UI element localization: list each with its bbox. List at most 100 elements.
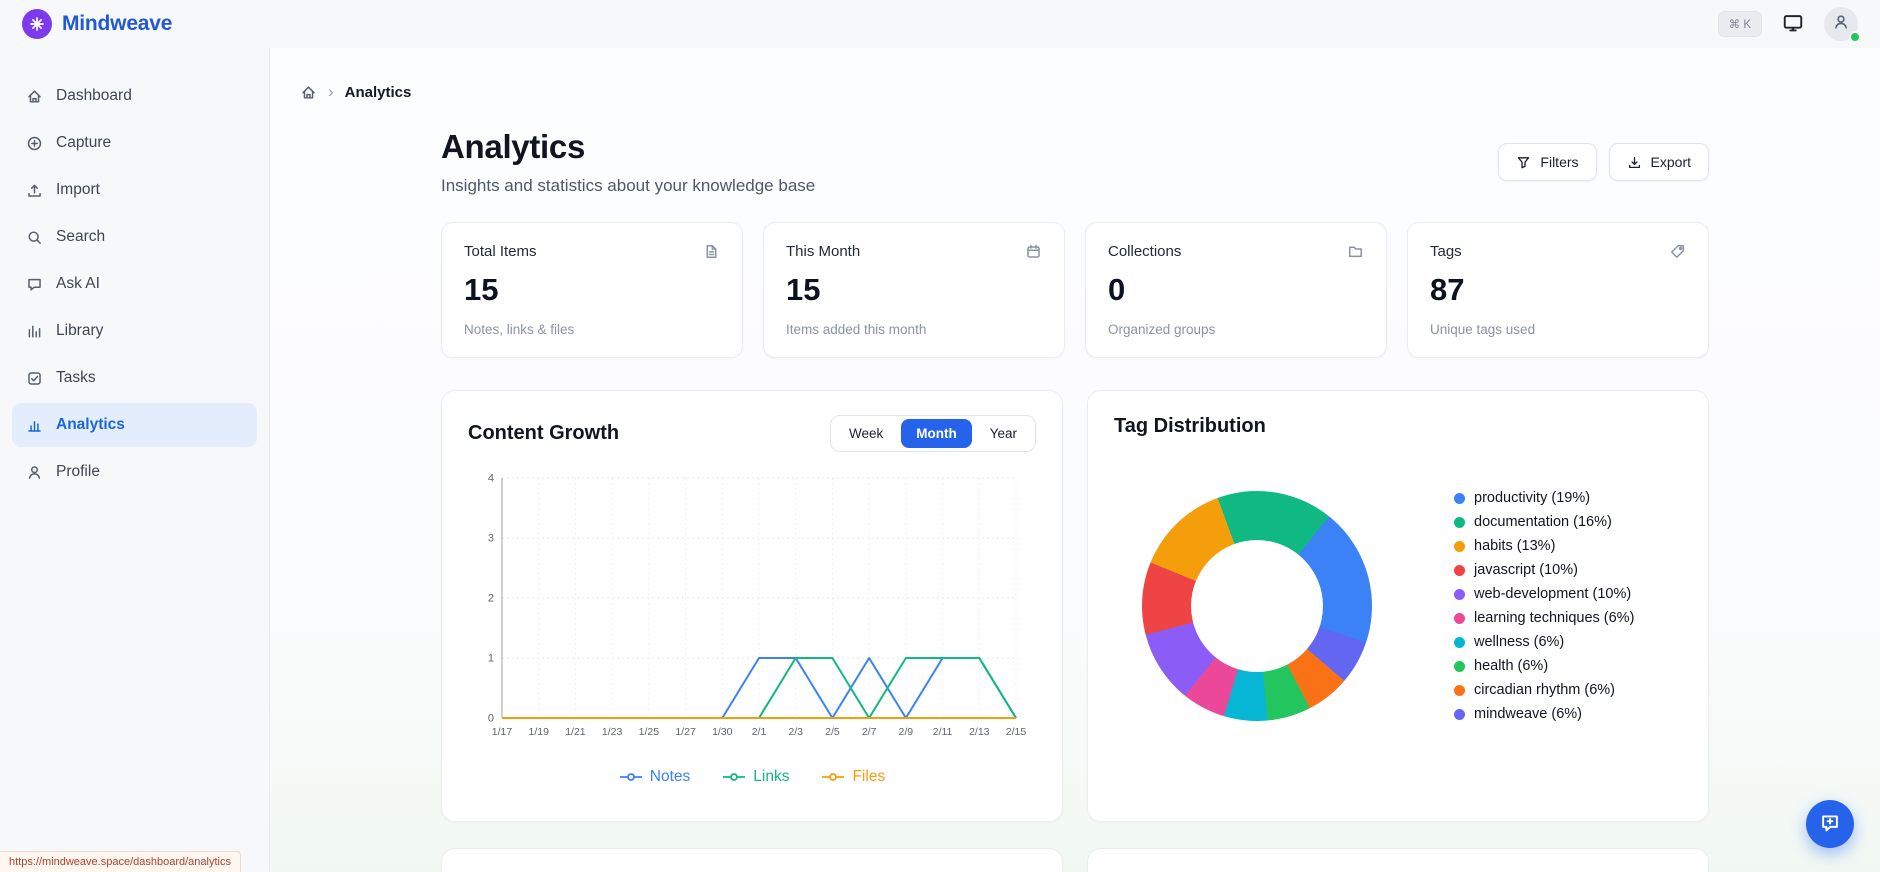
svg-text:2/7: 2/7 <box>862 726 877 738</box>
svg-text:1/19: 1/19 <box>528 726 549 738</box>
filters-label: Filters <box>1540 154 1579 170</box>
stat-card-total-items: Total Items 15 Notes, links & files <box>441 222 743 358</box>
page-header: Analytics Insights and statistics about … <box>441 128 1709 196</box>
sidebar-item-label: Tasks <box>56 369 96 386</box>
chat-fab-button[interactable] <box>1806 800 1854 848</box>
tag-legend-javascript: javascript (10%) <box>1454 562 1634 578</box>
user-avatar[interactable] <box>1824 7 1861 43</box>
svg-text:2: 2 <box>488 593 494 605</box>
svg-text:2/13: 2/13 <box>969 726 990 738</box>
tag-distribution-card: Tag Distribution productivity (19%) docum… <box>1087 390 1709 822</box>
sidebar-item-analytics[interactable]: Analytics <box>12 403 257 447</box>
tasks-icon <box>26 370 43 387</box>
topbar: Mindweave ⌘ K <box>0 0 1880 48</box>
home-icon <box>26 88 43 105</box>
online-status-dot <box>1849 31 1861 43</box>
user-icon <box>26 464 43 481</box>
stat-card-this-month: This Month 15 Items added this month <box>763 222 1065 358</box>
range-month-button[interactable]: Month <box>901 419 972 448</box>
sidebar-item-profile[interactable]: Profile <box>12 450 257 494</box>
sidebar-item-ask-ai[interactable]: Ask AI <box>12 262 257 306</box>
legend-notes[interactable]: Notes <box>619 768 690 786</box>
legend-label: circadian rhythm (6%) <box>1474 682 1616 698</box>
svg-text:1/27: 1/27 <box>675 726 696 738</box>
stat-value: 0 <box>1108 272 1126 307</box>
stat-value: 15 <box>464 272 499 307</box>
sidebar-item-tasks[interactable]: Tasks <box>12 356 257 400</box>
stat-caption: Unique tags used <box>1430 322 1536 337</box>
sidebar-item-import[interactable]: Import <box>12 168 257 212</box>
mindweave-logo-icon <box>22 9 52 39</box>
svg-text:2/5: 2/5 <box>825 726 840 738</box>
legend-dot <box>1454 660 1465 672</box>
legend-dot <box>1454 708 1465 720</box>
legend-dot <box>1454 588 1465 600</box>
sidebar: Dashboard Capture Import Search Ask AI Librar… <box>0 48 270 872</box>
page-title: Analytics <box>441 128 586 165</box>
sidebar-nav: Dashboard Capture Import Search Ask AI Librar… <box>12 74 257 494</box>
svg-text:2/15: 2/15 <box>1006 726 1027 738</box>
page-subtitle: Insights and statistics about your knowl… <box>441 176 816 195</box>
tag-legend-health: health (6%) <box>1454 658 1634 674</box>
stat-card-tags: Tags 87 Unique tags used <box>1407 222 1709 358</box>
status-url: https://mindweave.space/dashboard/analyt… <box>0 851 241 872</box>
sidebar-item-label: Search <box>56 228 106 245</box>
brand[interactable]: Mindweave <box>22 9 172 39</box>
stat-card-collections: Collections 0 Organized groups <box>1085 222 1387 358</box>
sidebar-item-label: Dashboard <box>56 87 132 104</box>
tag-legend-documentation: documentation (16%) <box>1454 514 1634 530</box>
chat-icon <box>26 276 43 293</box>
upload-icon <box>26 182 43 199</box>
legend-label: learning techniques (6%) <box>1474 610 1635 626</box>
content-growth-card: Content Growth Week Month Year 0 1 2 3 4 1/17 1/… <box>441 390 1063 822</box>
partial-card-left <box>441 848 1063 872</box>
sidebar-item-label: Library <box>56 322 104 339</box>
sidebar-item-search[interactable]: Search <box>12 215 257 259</box>
legend-dot <box>1454 516 1465 528</box>
folder-icon <box>1347 243 1364 260</box>
library-icon <box>26 323 43 340</box>
range-year-button[interactable]: Year <box>975 419 1032 448</box>
command-k-shortcut[interactable]: ⌘ K <box>1717 11 1762 37</box>
legend-label: javascript (10%) <box>1474 562 1578 578</box>
svg-text:4: 4 <box>488 473 494 485</box>
filters-button[interactable]: Filters <box>1498 143 1597 181</box>
legend-links[interactable]: Links <box>722 768 789 786</box>
svg-text:2/1: 2/1 <box>752 726 767 738</box>
range-week-button[interactable]: Week <box>834 419 898 448</box>
legend-files[interactable]: Files <box>821 768 885 786</box>
display-button[interactable] <box>1782 12 1804 37</box>
stat-caption: Items added this month <box>786 322 927 337</box>
svg-text:2/11: 2/11 <box>933 726 953 738</box>
range-toggle-group: Week Month Year <box>829 415 1036 452</box>
tag-legend-wellness: wellness (6%) <box>1454 634 1634 650</box>
sidebar-item-capture[interactable]: Capture <box>12 121 257 165</box>
stat-label: Tags <box>1430 243 1462 260</box>
tag-distribution-donut <box>1142 491 1372 721</box>
svg-text:1/30: 1/30 <box>712 726 733 738</box>
content-growth-title: Content Growth <box>468 422 620 444</box>
sidebar-item-label: Profile <box>56 463 100 480</box>
svg-text:1/23: 1/23 <box>602 726 623 738</box>
svg-text:0: 0 <box>488 713 494 725</box>
legend-dot <box>1454 612 1465 624</box>
stat-value: 15 <box>786 272 821 307</box>
sidebar-item-library[interactable]: Library <box>12 309 257 353</box>
sidebar-item-dashboard[interactable]: Dashboard <box>12 74 257 118</box>
legend-label: wellness (6%) <box>1474 634 1565 650</box>
analytics-icon <box>26 417 43 434</box>
funnel-icon <box>1516 155 1531 170</box>
monitor-icon <box>1782 12 1804 37</box>
tag-legend-mindweave: mindweave (6%) <box>1454 706 1634 722</box>
stat-caption: Organized groups <box>1108 322 1216 337</box>
document-icon <box>703 243 720 260</box>
svg-text:1/21: 1/21 <box>565 726 586 738</box>
main-content: › Analytics Analytics Insights and stati… <box>270 48 1880 872</box>
breadcrumb-home-icon[interactable] <box>300 84 317 101</box>
tag-distribution-title: Tag Distribution <box>1114 415 1266 437</box>
stat-label: This Month <box>786 243 861 260</box>
stats-row: Total Items 15 Notes, links & files This Mo… <box>441 222 1709 358</box>
export-button[interactable]: Export <box>1608 143 1709 181</box>
tag-legend-web-development: web-development (10%) <box>1454 586 1634 602</box>
legend-label: habits (13%) <box>1474 538 1556 554</box>
